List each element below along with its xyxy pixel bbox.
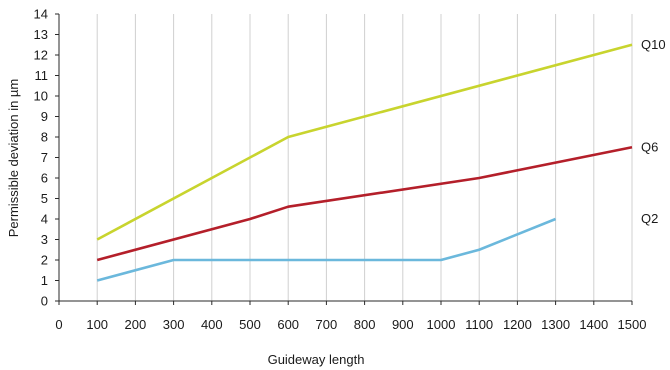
series-lines (96, 43, 633, 282)
series-label-q10: Q10 (641, 37, 666, 52)
x-tick-label: 300 (163, 317, 185, 332)
x-tick-label: 600 (277, 317, 299, 332)
x-tick-label: 1100 (465, 317, 493, 332)
x-axis-title: Guideway length (268, 352, 365, 367)
x-tick-label: 900 (392, 317, 414, 332)
y-tick-label: 13 (34, 27, 48, 42)
x-tick-label: 500 (239, 317, 261, 332)
x-tick-label: 1500 (618, 317, 647, 332)
y-tick-label: 2 (41, 253, 48, 268)
series-label-q2: Q2 (641, 211, 658, 226)
y-tick-label: 4 (41, 212, 48, 227)
x-tick-label: 400 (201, 317, 223, 332)
y-tick-label: 14 (34, 7, 48, 22)
x-tick-label: 0 (55, 317, 62, 332)
y-tick-label: 9 (41, 109, 48, 124)
series-line-q6 (96, 145, 633, 262)
y-tick-label: 10 (34, 89, 48, 104)
y-tick-label: 3 (41, 232, 48, 247)
x-tick-label: 100 (86, 317, 108, 332)
series-line-q10 (96, 43, 633, 241)
x-tick-label: 800 (354, 317, 376, 332)
x-tick-label: 1400 (579, 317, 608, 332)
y-tick-label: 1 (41, 273, 48, 288)
y-tick-label: 11 (35, 68, 49, 83)
series-label-q6: Q6 (641, 139, 658, 154)
y-tick-label: 0 (41, 294, 48, 309)
y-axis-title: Permissible deviation in µm (6, 79, 21, 238)
x-tick-label: 700 (316, 317, 338, 332)
y-tick-label: 7 (41, 150, 48, 165)
x-tick-labels: 0 100 200 300 400 500 600 700 800 900 1000 1100 1200… (55, 317, 646, 332)
x-tick-label: 1200 (503, 317, 532, 332)
x-tick-label: 1000 (427, 317, 456, 332)
series-labels: Q10 Q6 Q2 (641, 37, 666, 226)
series-line-q2 (96, 217, 557, 282)
x-tick-label: 1300 (541, 317, 570, 332)
vertical-gridlines (96, 14, 633, 301)
y-tick-label: 8 (41, 130, 48, 145)
x-tick-label: 200 (125, 317, 147, 332)
y-tick-label: 12 (34, 48, 48, 63)
y-tick-label: 6 (41, 171, 48, 186)
axes (55, 13, 633, 305)
y-tick-label: 5 (41, 191, 48, 206)
